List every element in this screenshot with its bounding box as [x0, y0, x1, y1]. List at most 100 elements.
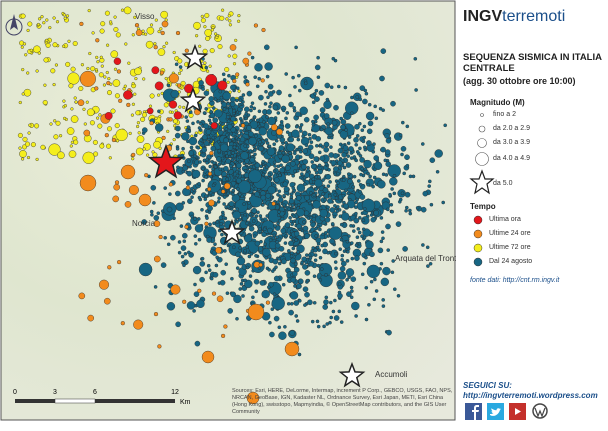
star-marker [179, 86, 207, 113]
epicenter [282, 193, 286, 198]
epicenter [319, 155, 326, 162]
epicenter [380, 277, 389, 287]
epicenter [334, 251, 338, 256]
epicenter [434, 149, 443, 158]
epicenter [136, 124, 140, 129]
epicenter [28, 123, 32, 127]
epicenter [284, 116, 288, 121]
epicenter [221, 72, 226, 77]
epicenter [201, 178, 205, 183]
epicenter [99, 55, 103, 59]
epicenter [351, 184, 356, 189]
epicenter [190, 195, 194, 199]
epicenter [186, 170, 193, 177]
epicenter [251, 219, 256, 223]
epicenter [153, 42, 157, 46]
epicenter [175, 125, 181, 132]
epicenter [216, 199, 221, 204]
epicenter [264, 62, 273, 71]
epicenter [255, 84, 260, 89]
epicenter [235, 177, 242, 184]
epicenter [286, 301, 291, 306]
epicenter [217, 44, 223, 50]
epicenter [314, 143, 319, 148]
epicenter [288, 240, 294, 247]
epicenter [223, 249, 227, 253]
epicenter [34, 123, 40, 129]
epicenter [209, 276, 214, 281]
epicenter [353, 205, 358, 209]
epicenter [235, 207, 240, 212]
epicenter [320, 243, 325, 248]
epicenter [275, 200, 280, 204]
epicenter [215, 255, 219, 260]
epicenter [221, 189, 226, 194]
epicenter [40, 15, 44, 19]
epicenter [204, 107, 208, 111]
epicenter [123, 84, 127, 88]
legend-item: Ultime 72 ore [489, 244, 531, 251]
epicenter [205, 36, 211, 42]
epicenter [146, 26, 155, 35]
epicenter [326, 205, 330, 210]
star-marker [181, 43, 209, 70]
epicenter [304, 143, 309, 148]
epicenter [312, 214, 317, 218]
epicenter [131, 33, 135, 37]
epicenter [216, 295, 224, 303]
epicenter [62, 116, 67, 120]
epicenter [151, 66, 160, 75]
epicenter [284, 165, 291, 171]
epicenter [300, 172, 304, 176]
epicenter [266, 95, 270, 100]
epicenter [318, 90, 325, 96]
epicenter [301, 134, 305, 139]
epicenter [316, 263, 321, 268]
epicenter [271, 90, 276, 94]
epicenter [293, 284, 297, 288]
epicenter [18, 100, 22, 105]
epicenter [366, 182, 370, 187]
epicenter [232, 145, 237, 150]
epicenter [389, 202, 394, 207]
epicenter [211, 291, 217, 296]
epicenter [272, 160, 277, 165]
epicenter [26, 71, 30, 75]
epicenter [175, 30, 181, 36]
epicenter [325, 173, 332, 180]
epicenter [326, 124, 330, 129]
epicenter [304, 172, 310, 178]
epicenter [299, 129, 303, 133]
epicenter [273, 177, 280, 183]
epicenter [355, 134, 360, 138]
epicenter [181, 232, 188, 239]
epicenter [205, 74, 218, 86]
epicenter [211, 167, 215, 171]
epicenter [95, 38, 100, 43]
epicenter [264, 138, 269, 142]
epicenter [248, 131, 254, 137]
epicenter [239, 129, 243, 133]
epicenter [73, 96, 77, 100]
epicenter [209, 151, 214, 156]
epicenter [186, 125, 191, 129]
epicenter [405, 124, 410, 129]
epicenter [173, 124, 177, 128]
epicenter [144, 32, 148, 36]
epicenter [284, 233, 289, 238]
epicenter [83, 122, 87, 126]
epicenter [366, 171, 370, 176]
epicenter [197, 237, 202, 242]
epicenter [414, 88, 418, 92]
epicenter [141, 112, 147, 118]
epicenter [227, 14, 231, 18]
epicenter [128, 131, 132, 135]
epicenter [310, 163, 317, 170]
follow-url[interactable]: http://ingvterremoti.wordpress.com [463, 391, 598, 400]
epicenter [114, 93, 120, 99]
epicenter [210, 122, 218, 130]
epicenter [209, 48, 215, 54]
epicenter [140, 116, 146, 122]
epicenter [343, 85, 348, 90]
epicenter [200, 207, 204, 212]
